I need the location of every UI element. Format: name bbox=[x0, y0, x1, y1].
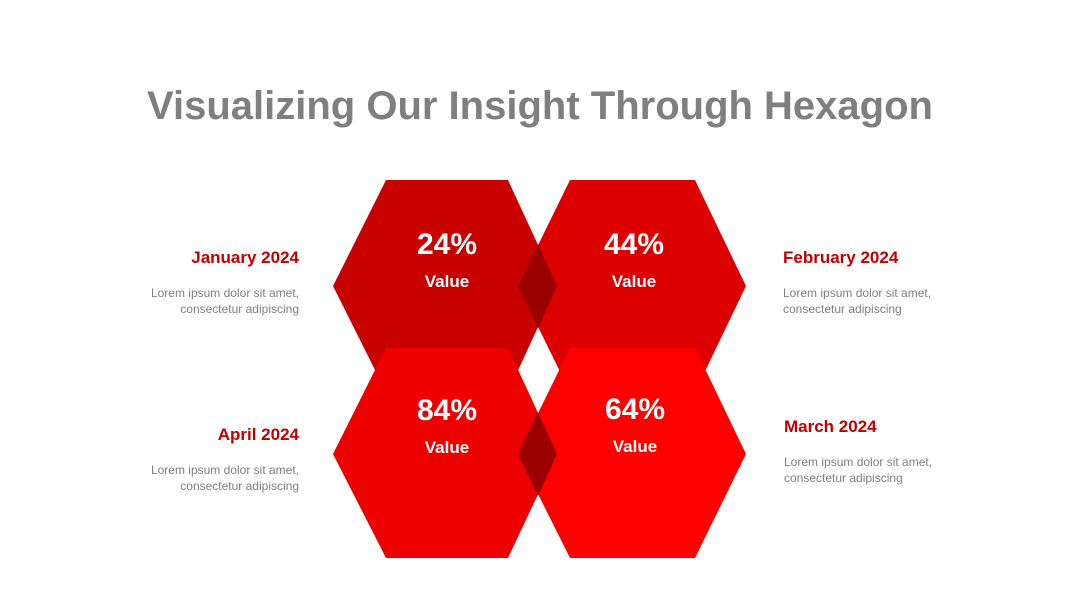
hexagon-percent: 64% bbox=[604, 393, 666, 426]
item-description-line: Lorem ipsum dolor sit amet, bbox=[784, 455, 933, 469]
item-description-line: Lorem ipsum dolor sit amet, bbox=[150, 286, 299, 300]
hexagon-bottom-left-label: 84% Value bbox=[357, 394, 537, 458]
hexagon-value-label: Value bbox=[424, 272, 470, 291]
item-title: January 2024 bbox=[191, 248, 299, 267]
hexagon-top-right-label: 44% Value bbox=[544, 228, 724, 292]
hexagon-bottom-left bbox=[333, 348, 557, 558]
hexagon-value-label: Value bbox=[611, 272, 657, 291]
item-description-line: consectetur adipiscing bbox=[784, 471, 903, 485]
hexagon-overlap-top bbox=[518, 244, 557, 328]
item-title: April 2024 bbox=[217, 425, 299, 444]
item-top-right: February 2024 Lorem ipsum dolor sit amet… bbox=[783, 248, 1003, 317]
item-description-line: consectetur adipiscing bbox=[180, 302, 299, 316]
item-bottom-left: April 2024 Lorem ipsum dolor sit amet, c… bbox=[79, 425, 299, 494]
hexagon-percent: 44% bbox=[603, 228, 665, 261]
hexagon-top-left-label: 24% Value bbox=[357, 228, 537, 292]
hexagon-percent: 84% bbox=[416, 394, 478, 427]
hexagon-bottom-right bbox=[518, 348, 746, 558]
item-description-line: consectetur adipiscing bbox=[180, 479, 299, 493]
hexagon-overlap-bottom bbox=[518, 412, 557, 496]
item-bottom-right: March 2024 Lorem ipsum dolor sit amet, c… bbox=[784, 417, 1004, 486]
item-title: February 2024 bbox=[783, 248, 899, 267]
page-title: Visualizing Our Insight Through Hexagon bbox=[147, 84, 933, 128]
item-description-line: Lorem ipsum dolor sit amet, bbox=[783, 286, 932, 300]
hexagon-top-right bbox=[518, 180, 746, 392]
hexagon-top-left bbox=[333, 180, 557, 392]
hexagon-value-label: Value bbox=[424, 438, 470, 457]
hexagon-bottom-right-label: 64% Value bbox=[545, 393, 725, 457]
item-top-left: January 2024 Lorem ipsum dolor sit amet,… bbox=[79, 248, 299, 317]
hexagon-percent: 24% bbox=[416, 228, 478, 261]
item-description-line: consectetur adipiscing bbox=[783, 302, 902, 316]
item-title: March 2024 bbox=[784, 417, 877, 436]
hexagon-value-label: Value bbox=[612, 437, 658, 456]
item-description-line: Lorem ipsum dolor sit amet, bbox=[150, 463, 299, 477]
